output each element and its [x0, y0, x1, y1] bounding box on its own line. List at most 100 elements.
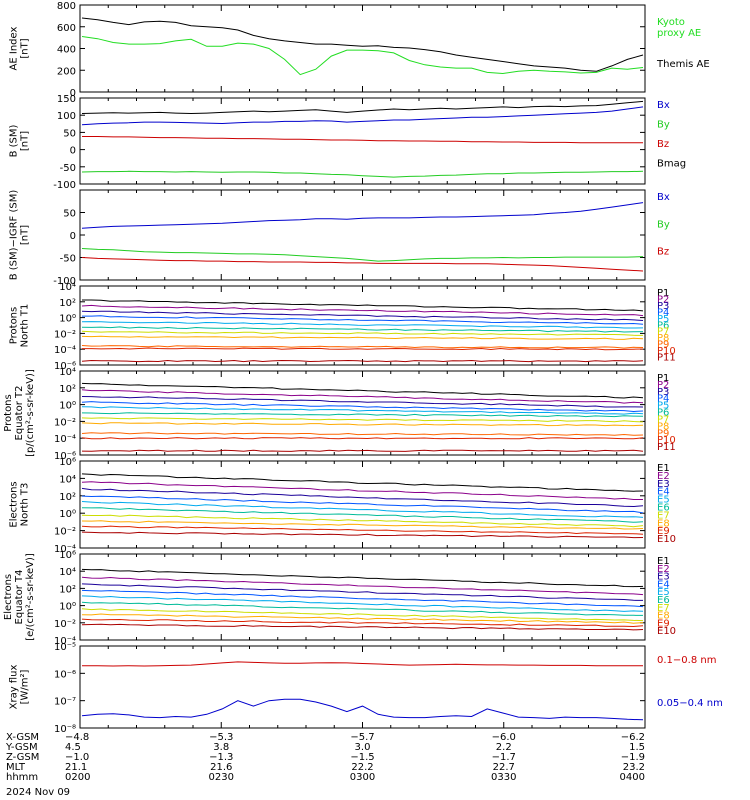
legend-entry: P11: [657, 353, 676, 364]
series-line-themis-ae: [81, 17, 644, 72]
legend-entry: By: [657, 219, 670, 230]
series-line-p5: [81, 321, 644, 329]
legend-entry: P7: [657, 414, 669, 425]
y-tick-label: 10⁰: [59, 509, 76, 520]
legend-entry: P9: [657, 340, 669, 351]
x-axis-value: 0400: [620, 772, 645, 783]
series-line-e6: [81, 601, 644, 616]
series-line-p2: [81, 389, 644, 404]
y-tick-label: 0: [70, 146, 76, 157]
y-axis-label: Electrons: [9, 481, 20, 527]
y-axis-label: B (SM): [9, 124, 20, 157]
legend-entry: E1: [657, 463, 670, 474]
x-axis-value: −1.3: [209, 752, 233, 763]
y-tick-label: -100: [53, 180, 76, 191]
x-axis-value: −1.7: [492, 752, 516, 763]
legend-entry: E9: [657, 618, 670, 629]
series-line-bx: [81, 106, 644, 126]
series-line-by: [81, 248, 644, 262]
series-line-p1: [81, 382, 644, 399]
legend-entry: P10: [657, 435, 676, 446]
series-line-p4: [82, 315, 644, 325]
y-tick-label: 10²: [59, 298, 76, 309]
series-line-p7: [81, 417, 644, 423]
x-axis-value: 22.2: [351, 762, 373, 773]
y-tick-label: 10⁻²: [54, 329, 76, 340]
y-tick-label: 10²: [59, 492, 76, 503]
legend-entry: E1: [657, 556, 670, 567]
series-line-e4: [81, 589, 644, 608]
panel-frame: [79, 4, 646, 93]
x-axis-value: 23.2: [623, 762, 645, 773]
panel-frame: [79, 645, 646, 729]
x-axis-value: 1.5: [629, 742, 645, 753]
panel-8: 10⁻⁸ 10⁻⁷ 10⁻⁶ 10⁻⁵ Xray flux [W/m²] 0.1−0.8 n…: [9, 642, 723, 735]
y-tick-label: 0: [70, 88, 76, 99]
legend-entry: Bz: [657, 139, 669, 150]
legend-entry: P6: [657, 320, 669, 331]
legend-entry: P8: [657, 421, 669, 432]
series-line-e5: [81, 595, 644, 612]
legend-entry: P4: [657, 307, 669, 318]
series-line-e6: [81, 507, 644, 523]
y-tick-label: 10⁻⁴: [54, 636, 76, 647]
y-tick-label: 10⁰: [59, 401, 76, 412]
y-axis-label: North T1: [20, 304, 31, 348]
series-line-p11: [81, 359, 644, 363]
y-tick-label: 600: [57, 23, 76, 34]
y-tick-label: 10⁻⁴: [54, 544, 76, 555]
x-axis-value: −1.0: [65, 752, 89, 763]
legend-entry: P10: [657, 346, 676, 357]
legend-entry: P4: [657, 394, 669, 405]
x-axis-value: 21.1: [65, 762, 87, 773]
series-line-p8: [81, 335, 644, 340]
x-axis-value: 2.2: [496, 742, 512, 753]
y-tick-label: -100: [53, 276, 76, 287]
y-tick-label: 10⁻⁶: [54, 669, 76, 680]
x-axis-row-label: Y-GSM: [5, 742, 38, 753]
y-axis-label: AE Index: [9, 26, 20, 70]
x-axis-row-label: hhmm: [6, 772, 38, 783]
series-line-p4: [81, 401, 644, 413]
series-line-e9: [81, 618, 644, 628]
y-axis-label: [p/(cm²-s-sr-keV)]: [25, 369, 36, 457]
series-line-kyoto-proxy-ae: [81, 36, 644, 76]
legend-entry: E3: [657, 479, 670, 490]
y-tick-label: 100: [57, 111, 76, 122]
series-line-0-05-0-4-nm: [81, 698, 644, 721]
y-tick-label: 10⁻²: [54, 619, 76, 630]
legend-entry: E2: [657, 564, 670, 575]
series-line-e4: [81, 495, 644, 514]
legend-entry: E2: [657, 471, 670, 482]
x-axis-value: 21.6: [210, 762, 232, 773]
x-axis-value: 0200: [65, 772, 90, 783]
legend-entry: P11: [657, 442, 676, 453]
legend-entry: E4: [657, 487, 670, 498]
y-tick-label: 10⁰: [59, 314, 76, 325]
legend-entry: P1: [657, 373, 669, 384]
y-tick-label: 10⁰: [59, 602, 76, 613]
legend-entry: P3: [657, 387, 669, 398]
series-line-e2: [81, 576, 644, 596]
panel-3: -100 -50 0 50 B (SM)−IGRF (SM) [nT] Bx By Bz: [9, 189, 670, 287]
x-axis-row-label: Z-GSM: [6, 752, 39, 763]
y-tick-label: 150: [57, 94, 76, 105]
panel-2: -100 -50 0 50 100 150 B (SM) [nT] Bx By Bz Bmag: [9, 94, 687, 191]
y-axis-label: Protons: [3, 394, 14, 431]
series-line-p11: [81, 449, 644, 452]
legend-entry: Bmag: [657, 159, 686, 170]
series-line-p1: [82, 299, 644, 312]
series-line-e3: [81, 583, 644, 601]
y-axis-label: B (SM)−IGRF (SM): [9, 190, 20, 281]
legend-entry: By: [657, 120, 670, 131]
x-axis-value: 0300: [350, 772, 375, 783]
y-axis-label: [nT]: [20, 225, 31, 245]
series-line-p2: [81, 304, 644, 317]
series-line-e1: [81, 473, 644, 492]
series-line-bx: [81, 202, 644, 229]
series-line-p8: [81, 422, 644, 427]
x-axis-value: 3.0: [355, 742, 371, 753]
y-tick-label: 10⁻⁴: [54, 345, 76, 356]
